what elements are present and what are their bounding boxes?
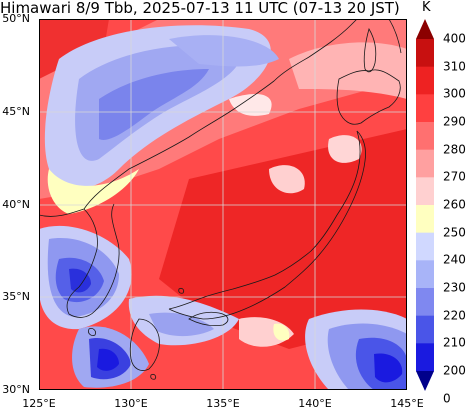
brightness-temperature-field — [39, 19, 407, 390]
colorbar-tick-label: 310 — [443, 59, 466, 74]
colorbar-segment — [416, 343, 434, 372]
colorbar-segment — [416, 177, 434, 206]
y-tick-label: 35°N — [2, 290, 30, 303]
x-tick-label: 125°E — [22, 397, 56, 410]
colorbar-segment — [416, 19, 434, 39]
colorbar-tick-label: 230 — [443, 280, 466, 295]
colorbar-tick-label: 220 — [443, 308, 466, 323]
map-title: Himawari 8/9 Tbb, 2025-07-13 11 UTC (07-… — [0, 0, 400, 17]
colorbar-unit: K — [422, 0, 431, 15]
x-tick-label: 135°E — [206, 397, 240, 410]
colorbar-tick-label: 260 — [443, 197, 466, 212]
colorbar-segment — [416, 260, 434, 289]
colorbar-tick-label: 300 — [443, 86, 466, 101]
colorbar-segment — [416, 66, 434, 95]
colorbar-segment — [416, 149, 434, 178]
colorbar-tick-label: 250 — [443, 225, 466, 240]
colorbar-segment — [416, 315, 434, 344]
x-tick-label: 140°E — [298, 397, 332, 410]
colorbar-segment — [416, 288, 434, 317]
y-tick-label: 30°N — [2, 383, 30, 396]
x-tick-label: 145°E — [390, 397, 424, 410]
x-tick-label: 130°E — [114, 397, 148, 410]
colorbar-segment — [416, 232, 434, 261]
colorbar-tick-label: 210 — [443, 335, 466, 350]
colorbar-tick-label: 270 — [443, 169, 466, 184]
colorbar-segment — [416, 39, 434, 68]
colorbar-segment — [416, 205, 434, 234]
colorbar-tick-label: 240 — [443, 252, 466, 267]
colorbar-tick-label: 290 — [443, 114, 466, 129]
y-tick-label: 45°N — [2, 105, 30, 118]
colorbar-tick-label: 400 — [443, 31, 466, 46]
colorbar-tick-label: 200 — [443, 363, 466, 378]
colorbar-segment — [416, 94, 434, 123]
colorbar-segment — [416, 371, 434, 391]
colorbar-segment — [416, 122, 434, 151]
y-tick-label: 50°N — [2, 12, 30, 25]
satellite-map — [39, 19, 407, 390]
y-tick-label: 40°N — [2, 198, 30, 211]
colorbar-tick-label: 0 — [443, 391, 451, 406]
colorbar — [416, 19, 434, 391]
colorbar-tick-label: 280 — [443, 142, 466, 157]
